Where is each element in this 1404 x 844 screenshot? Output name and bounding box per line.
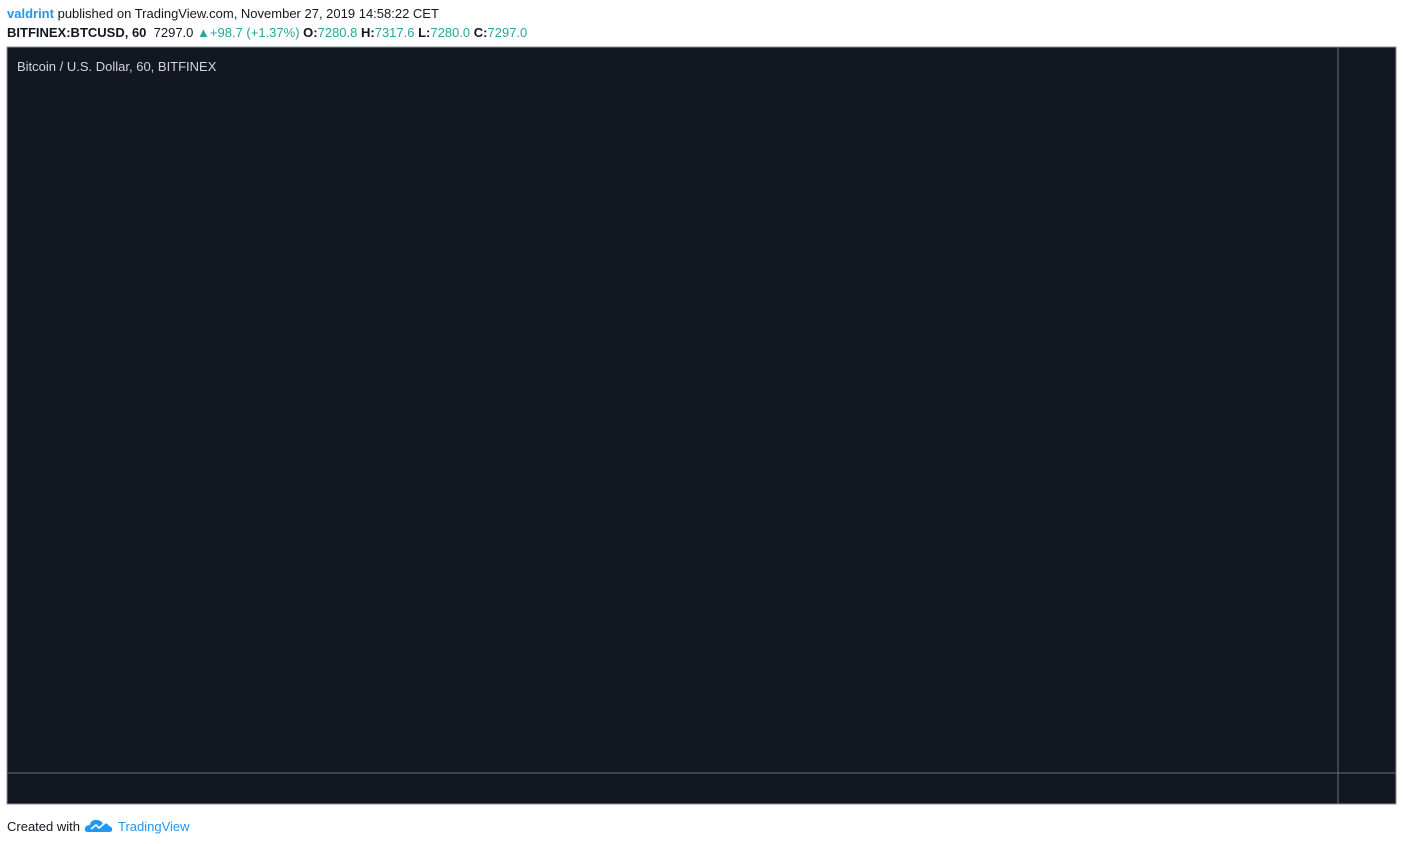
created-with: Created with <box>7 818 80 834</box>
ohlc-label: H: <box>361 25 375 40</box>
chart-title: Bitcoin / U.S. Dollar, 60, BITFINEX <box>17 59 217 74</box>
symbol: BITFINEX:BTCUSD, 60 <box>7 25 147 40</box>
arrow: ▲ <box>197 25 210 40</box>
published: published on TradingView.com, November 2… <box>57 6 439 21</box>
ohlc-value: 7280.0 <box>430 25 471 40</box>
ohlc-label: O: <box>303 25 318 40</box>
brand[interactable]: TradingView <box>117 818 190 834</box>
author[interactable]: valdrint <box>7 6 54 21</box>
footer: Created with TradingView <box>7 817 190 835</box>
change: +98.7 (+1.37%) <box>209 25 300 40</box>
ohlc-label: C: <box>473 25 488 40</box>
logo <box>84 819 113 832</box>
ohlc-label: L: <box>418 25 431 40</box>
symbol-line: BITFINEX:BTCUSD, 60 7297.0 ▲+98.7 (+1.37… <box>7 25 527 40</box>
publish-line: valdrint published on TradingView.com, N… <box>7 6 439 21</box>
ohlc-value: 7280.8 <box>317 25 358 40</box>
chart: Bitcoin / U.S. Dollar, 60, BITFINEX <box>6 46 1397 805</box>
chart-panel <box>6 46 1397 805</box>
ohlc-value: 7317.6 <box>374 25 415 40</box>
ohlc-value: 7297.0 <box>487 25 528 40</box>
price: 7297.0 <box>153 25 194 40</box>
